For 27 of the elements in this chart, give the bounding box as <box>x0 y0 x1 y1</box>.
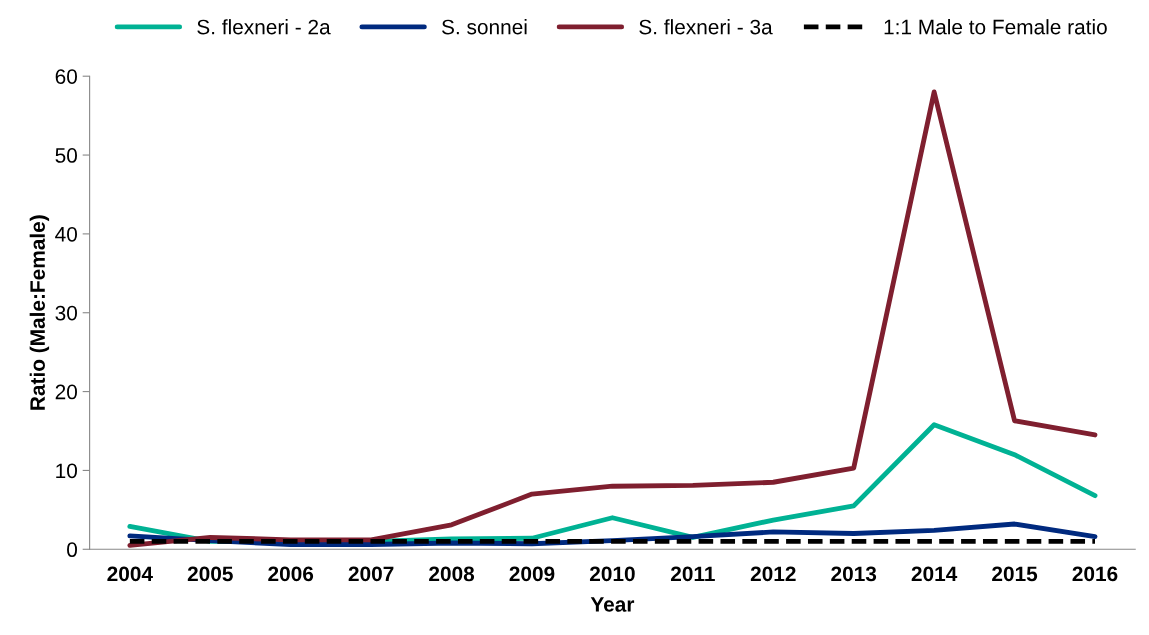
y-axis-title: Ratio (Male:Female) <box>29 215 50 410</box>
y-tick-label: 60 <box>55 69 77 84</box>
y-tick-label: 40 <box>55 226 77 242</box>
line-series <box>127 89 1098 548</box>
x-tick-label: 2007 <box>348 566 394 582</box>
x-tick-label: 2013 <box>831 566 877 582</box>
x-tick-label: 2012 <box>750 566 796 582</box>
x-tick-label: 2008 <box>429 566 475 582</box>
y-tick-label: 50 <box>55 148 77 163</box>
y-tick-label: 10 <box>56 463 77 479</box>
legend-label: 1:1 Male to Female ratio <box>884 19 1107 35</box>
x-tick-label: 2009 <box>509 566 555 582</box>
y-tick-label: 30 <box>55 305 77 321</box>
y-tick-label: 0 <box>67 542 77 558</box>
x-tick-label: 2014 <box>911 566 958 582</box>
legend-label: S. flexneri - 3a <box>639 19 773 35</box>
x-tick-label: 2004 <box>107 566 153 582</box>
legend-label: S. flexneri - 2a <box>197 19 331 35</box>
x-tick-label: 2010 <box>589 566 635 582</box>
x-tick-label: 2005 <box>187 566 233 582</box>
x-tick-label: 2016 <box>1072 566 1118 582</box>
x-tick-label: 2011 <box>670 566 715 582</box>
legend-label: S. sonnei <box>442 19 527 35</box>
y-tick-label: 20 <box>55 384 77 400</box>
x-tick-label: 2015 <box>992 566 1038 582</box>
x-tick-label: 2006 <box>268 566 314 582</box>
x-axis-title: Year <box>590 597 635 612</box>
